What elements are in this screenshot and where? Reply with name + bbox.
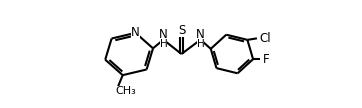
Text: N: N: [131, 26, 140, 39]
Text: H: H: [197, 39, 205, 49]
Text: N: N: [196, 29, 205, 41]
Text: Cl: Cl: [260, 32, 271, 45]
Text: CH₃: CH₃: [115, 86, 136, 96]
Text: S: S: [178, 24, 185, 37]
Text: H: H: [160, 39, 167, 49]
Text: F: F: [262, 53, 269, 66]
Text: N: N: [159, 29, 168, 41]
